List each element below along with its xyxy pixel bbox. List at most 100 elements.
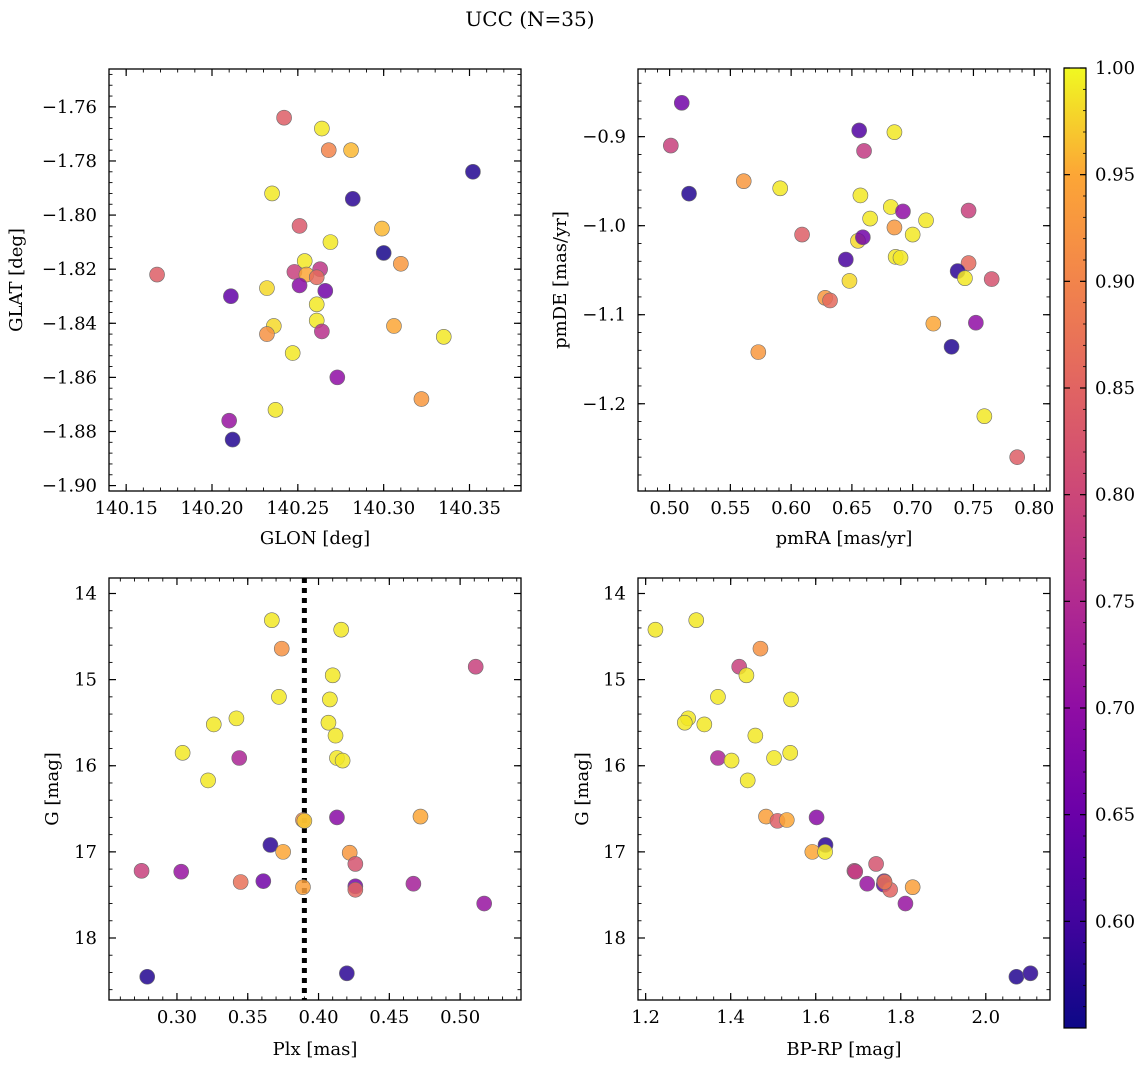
x-tick-label: 0.45: [369, 1007, 409, 1028]
scatter-point: [264, 612, 280, 629]
y-tick-label: −1.82: [42, 259, 97, 280]
scatter-point: [886, 219, 903, 236]
plot-frame: [108, 577, 522, 1001]
x-axis-label: GLON [deg]: [260, 528, 370, 549]
scatter-point: [868, 856, 884, 872]
scatter-point: [897, 895, 914, 912]
scatter-point: [334, 752, 351, 769]
scatter-point: [393, 255, 409, 272]
x-axis-label: pmRA [mas/yr]: [776, 528, 913, 549]
scatter-point: [862, 210, 878, 227]
colorbar-tick-label: 1.00: [1095, 58, 1135, 79]
scatter-point: [314, 120, 330, 137]
figure-title: UCC (N=35): [465, 7, 594, 31]
scatter-point: [783, 691, 799, 708]
scatter-point: [435, 329, 452, 345]
y-tick-label: −1.90: [42, 476, 97, 497]
scatter-point: [647, 621, 664, 638]
scatter-point: [374, 220, 390, 237]
scatter-point: [904, 879, 921, 895]
scatter-point: [859, 875, 875, 892]
ticks-and-labels: 140.15 140.20 140.25 140.30 140.35 −1.90 −1.88…: [42, 69, 522, 519]
panel-plx-g: 0.30 0.35 0.40 0.45 0.50 14 15 16 17 18 Plx [mas]…: [42, 577, 522, 1060]
scatter-point: [317, 283, 334, 299]
ticks-and-labels: 1.2 1.4 1.6 1.8 2.0 14 15 16 17 18: [603, 578, 1050, 1028]
scatter-point: [983, 271, 1000, 287]
x-tick-label: 0.35: [228, 1007, 268, 1028]
scatter-point: [343, 142, 359, 158]
scatter-point: [322, 691, 338, 708]
scatter-point: [271, 689, 287, 705]
scatter-point: [329, 809, 345, 826]
colorbar-tick-label: 0.70: [1095, 698, 1135, 719]
scatter-point: [723, 752, 740, 769]
plot-frame: [637, 577, 1051, 1001]
y-tick-label: 16: [603, 756, 626, 777]
scatter-point: [847, 863, 864, 880]
scatter-point: [876, 874, 893, 890]
y-tick-label: 15: [74, 670, 97, 691]
y-axis-label: GLAT [deg]: [6, 228, 27, 332]
y-tick-label: 17: [603, 842, 626, 863]
scatter-point: [275, 844, 291, 860]
scatter-point: [673, 95, 690, 111]
scatter-point: [817, 844, 833, 860]
scatter-point: [259, 326, 275, 342]
scatter-point: [794, 226, 810, 243]
scatter-point: [200, 772, 216, 789]
y-tick-label: 18: [603, 928, 626, 949]
x-tick-label: 140.20: [181, 498, 244, 519]
scatter-point: [467, 658, 484, 675]
scatter-point: [772, 180, 788, 197]
scatter-point: [750, 344, 767, 360]
colorbar: 0.60 0.65 0.70 0.75 0.80 0.85 0.90 0.95 1.00: [1063, 58, 1135, 1029]
scatter-point: [133, 863, 150, 879]
scatter-point: [841, 273, 858, 289]
scatter-point: [957, 270, 973, 287]
scatter-points: [663, 95, 1025, 465]
scatter-point: [324, 667, 341, 684]
scatter-point: [960, 202, 977, 219]
x-axis-label: BP-RP [mag]: [786, 1039, 901, 1060]
scatter-point: [375, 245, 392, 261]
scatter-point: [943, 338, 960, 355]
plot-frame: [637, 68, 1051, 492]
scatter-point: [149, 266, 165, 283]
y-tick-label: −1.0: [582, 216, 626, 237]
panel-pmra-pmde: 0.50 0.55 0.60 0.65 0.70 0.75 0.80 −1.2 −1.1 −1.0…: [550, 68, 1054, 549]
scatter-point: [223, 288, 239, 305]
scatter-point: [735, 173, 752, 189]
x-tick-label: 0.80: [1014, 498, 1054, 519]
x-tick-label: 1.8: [886, 1007, 915, 1028]
x-tick-label: 0.30: [157, 1007, 197, 1028]
ticks-and-labels: 0.30 0.35 0.40 0.45 0.50 14 15 16 17 18: [74, 578, 521, 1028]
scatter-point: [465, 163, 481, 180]
scatter-point: [892, 249, 909, 266]
y-tick-label: 15: [603, 670, 626, 691]
scatter-point: [327, 727, 344, 744]
scatter-point: [339, 965, 355, 982]
y-tick-label: −1.1: [582, 305, 626, 326]
scatter-point: [808, 809, 825, 826]
scatter-point: [405, 875, 422, 892]
x-axis-label: Plx [mas]: [273, 1039, 358, 1060]
scatter-point: [1022, 965, 1039, 982]
x-tick-label: 0.55: [710, 498, 750, 519]
colorbar-tick-label: 0.65: [1095, 805, 1135, 826]
x-tick-label: 0.75: [953, 498, 993, 519]
scatter-point: [255, 873, 272, 889]
scatter-point: [267, 402, 284, 418]
scatter-point: [173, 863, 190, 880]
y-tick-label: 16: [74, 756, 97, 777]
scatter-point: [779, 812, 795, 828]
scatter-point: [314, 323, 330, 340]
panel-glon-glat: 140.15 140.20 140.25 140.30 140.35 −1.90 −1.88…: [6, 68, 522, 549]
scatter-point: [308, 269, 325, 286]
x-tick-label: 140.15: [95, 498, 158, 519]
scatter-point: [273, 640, 290, 657]
scatter-point: [1009, 449, 1025, 465]
scatter-point: [174, 745, 191, 761]
scatter-point: [221, 412, 237, 429]
panel-bprp-g: 1.2 1.4 1.6 1.8 2.0 14 15 16 17 18 BP-RP [mag] G …: [572, 577, 1051, 1060]
